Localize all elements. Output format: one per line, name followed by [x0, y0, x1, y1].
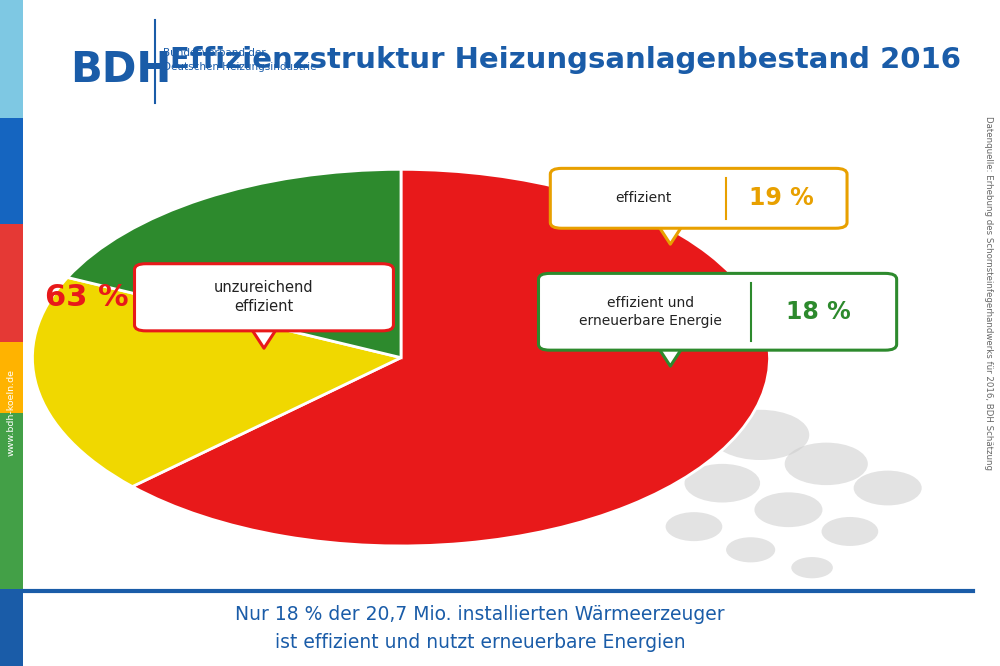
- Wedge shape: [32, 278, 401, 487]
- Circle shape: [726, 537, 775, 562]
- FancyBboxPatch shape: [538, 273, 897, 350]
- Circle shape: [666, 512, 722, 541]
- Circle shape: [685, 464, 760, 502]
- Text: Datenquelle: Erhebung des Schornsteinfegerhandwerks für 2016, BDH Schätzung: Datenquelle: Erhebung des Schornsteinfeg…: [984, 116, 992, 470]
- Text: Nur 18 % der 20,7 Mio. installierten Wärmeerzeuger
ist effizient und nutzt erneu: Nur 18 % der 20,7 Mio. installierten Wär…: [235, 605, 725, 651]
- Bar: [0, 118, 23, 224]
- FancyBboxPatch shape: [550, 168, 847, 228]
- Bar: [0, 412, 23, 589]
- Circle shape: [754, 492, 822, 527]
- Polygon shape: [656, 344, 684, 366]
- Bar: [0, 224, 23, 342]
- Wedge shape: [68, 169, 401, 358]
- Text: www.bdh-koeln.de: www.bdh-koeln.de: [7, 370, 16, 456]
- FancyBboxPatch shape: [135, 264, 393, 331]
- Text: 18 %: 18 %: [786, 300, 851, 324]
- Wedge shape: [132, 169, 770, 546]
- Circle shape: [822, 517, 878, 546]
- Bar: [0, 342, 23, 412]
- Polygon shape: [656, 222, 685, 244]
- Polygon shape: [249, 325, 279, 348]
- Text: Bundesverband der
Deutschen Heizungsindustrie: Bundesverband der Deutschen Heizungsindu…: [163, 48, 316, 72]
- Text: effizient: effizient: [616, 191, 672, 205]
- Circle shape: [791, 557, 833, 578]
- Text: Effizienzstruktur Heizungsanlagenbestand 2016: Effizienzstruktur Heizungsanlagenbestand…: [170, 46, 960, 74]
- Text: 63 %: 63 %: [45, 283, 129, 312]
- Circle shape: [711, 410, 809, 460]
- Circle shape: [854, 471, 922, 505]
- Text: effizient und
erneuerbare Energie: effizient und erneuerbare Energie: [579, 296, 722, 328]
- Circle shape: [785, 443, 868, 485]
- Text: BDH: BDH: [70, 49, 171, 91]
- Text: unzureichend
effizient: unzureichend effizient: [214, 280, 314, 314]
- Bar: [0, 0, 23, 118]
- Text: 19 %: 19 %: [749, 186, 813, 210]
